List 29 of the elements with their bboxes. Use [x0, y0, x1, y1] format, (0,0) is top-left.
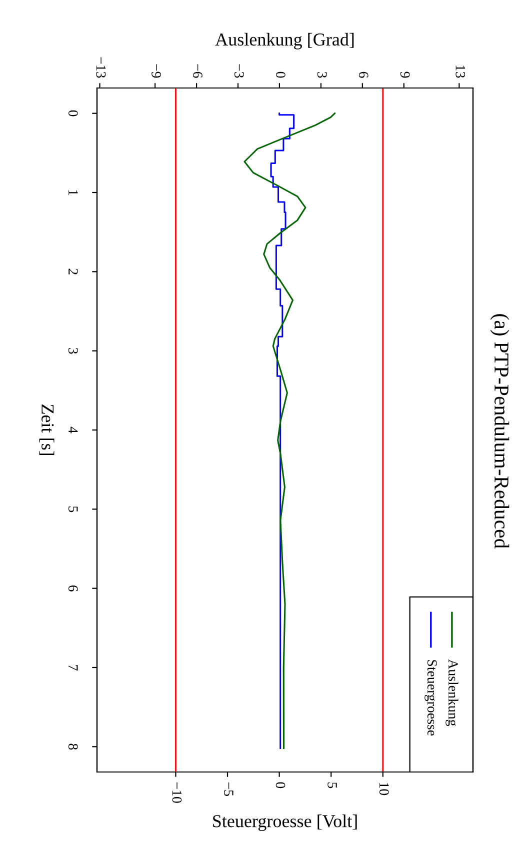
y-tick-label: 7	[68, 664, 78, 671]
x2-tick-label: −6	[193, 64, 202, 78]
y-tick-label: 3	[68, 348, 78, 354]
y-tick-label: 1	[68, 190, 78, 196]
x2-tick-label: 3	[317, 72, 327, 78]
x2-tick-label: 13	[456, 66, 466, 78]
y-tick-label: 5	[68, 506, 78, 512]
x-tick-label: 5	[328, 782, 337, 788]
x2-tick-label: −13	[96, 57, 106, 78]
y-tick-label: 2	[68, 268, 78, 274]
y-axis-title: Zeit [s]	[39, 404, 54, 455]
y-tick-label: 0	[68, 110, 78, 116]
x-tick-label: −5	[224, 782, 234, 796]
text: Auslenkung	[446, 659, 458, 726]
x2-tick-label: 6	[358, 72, 368, 78]
x-tick-label: 10	[379, 782, 389, 796]
text: (a) PTP-Pendulum-Reduced	[490, 314, 510, 548]
y-tick-label: 4	[68, 426, 78, 434]
x-tick-label: −10	[172, 782, 182, 803]
x2-axis-title: Auslenkung [Grad]	[215, 32, 354, 50]
x-axis-title: Steuergroesse [Volt]	[213, 814, 357, 831]
y-tick-label: 6	[68, 585, 78, 592]
x2-tick-label: 9	[400, 72, 410, 78]
x2-tick-label: −9	[152, 64, 161, 78]
text: Steuergroesse	[424, 660, 437, 736]
y-tick-label: 8	[68, 744, 78, 750]
x2-tick-label: −3	[234, 64, 244, 78]
x-tick-label: 0	[276, 782, 286, 788]
x2-tick-label: 0	[276, 72, 286, 78]
